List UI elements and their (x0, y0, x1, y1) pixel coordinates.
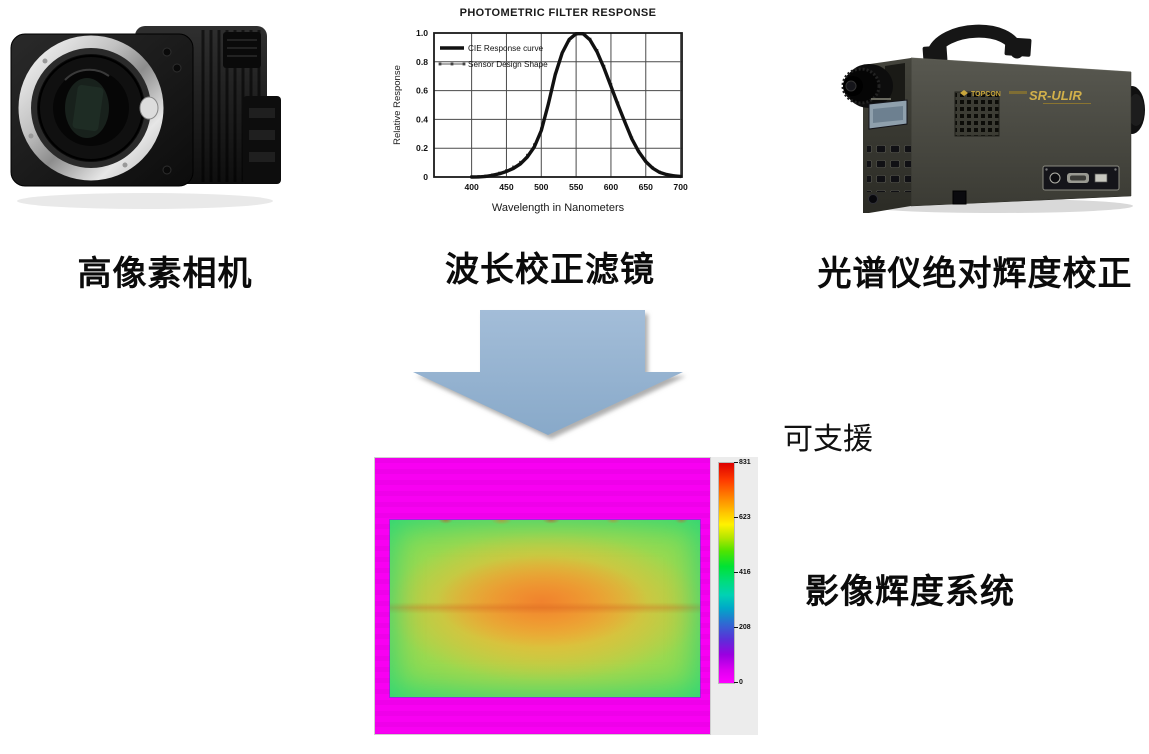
svg-text:700: 700 (673, 182, 688, 192)
down-arrow-icon (413, 310, 683, 435)
chart-ylabel: Relative Response (392, 65, 403, 145)
brand-text: TOPCON (971, 91, 1001, 98)
svg-text:450: 450 (499, 182, 514, 192)
flow-down-arrow (400, 300, 700, 445)
spectroradiometer-photo: TOPCON SR-ULIR (833, 8, 1148, 213)
camera-reflection (17, 193, 273, 209)
svg-text:650: 650 (639, 182, 654, 192)
svg-text:0.6: 0.6 (416, 86, 428, 96)
legend-label-sensor: Sensor Design Shape (468, 60, 548, 69)
colorbar-tick: 623 (734, 514, 751, 521)
svg-text:0.2: 0.2 (416, 143, 428, 153)
camera-photo (5, 4, 295, 212)
topcon-logo-icon (960, 90, 968, 96)
luminance-heatmap: 831 623 416 208 0 (374, 457, 758, 735)
support-label: 可支援 (783, 423, 873, 456)
carry-handle (926, 24, 1024, 61)
filter-caption: 波长校正滤镜 (445, 251, 655, 289)
colorbar-tick: 831 (734, 459, 751, 466)
result-label: 影像辉度系统 (805, 573, 1015, 611)
keypad (867, 138, 911, 192)
camera-illustration (10, 26, 281, 209)
chart-title: PHOTOMETRIC FILTER RESPONSE (460, 7, 657, 19)
colorbar-tick-labels: 831 623 416 208 0 (734, 459, 758, 686)
svg-text:0: 0 (423, 172, 428, 182)
connector-panel (1042, 165, 1120, 191)
photometric-filter-chart: PHOTOMETRIC FILTER RESPONSE Relative Res… (386, 0, 702, 228)
power-switch (952, 190, 967, 205)
svg-text:1.0: 1.0 (416, 28, 428, 38)
legend-label-cie: CIE Response curve (468, 44, 544, 53)
heatmap-surround (374, 457, 711, 735)
colorbar-tick: 416 (734, 569, 751, 576)
svg-text:0.8: 0.8 (416, 57, 428, 67)
camera-top-vent (223, 32, 261, 68)
colorbar-tick: 0 (734, 679, 743, 686)
colorbar-tick: 208 (734, 624, 751, 631)
brand-markings: TOPCON SR-ULIR (960, 88, 1091, 104)
chart-plot-area: 400 450 500 550 600 650 700 0 0.2 0.4 0.6 0.8 1.0 (416, 28, 688, 192)
colorbar-panel: 831 623 416 208 0 (711, 457, 758, 735)
svg-text:400: 400 (464, 182, 479, 192)
camera-release-pin (139, 96, 159, 120)
svg-text:0.4: 0.4 (416, 114, 428, 124)
heatmap-panel-region (389, 519, 701, 698)
svg-text:550: 550 (569, 182, 584, 192)
svg-text:600: 600 (604, 182, 619, 192)
chart-legend: CIE Response curve Sensor Design Shape (438, 44, 548, 69)
down-arrow-shape (413, 310, 683, 435)
spectroradiometer-illustration: TOPCON SR-ULIR (841, 24, 1145, 213)
model-text: SR-ULIR (1029, 88, 1082, 103)
power-connector (868, 194, 878, 204)
svg-text:500: 500 (534, 182, 549, 192)
spectroradiometer-caption: 光谱仪绝对辉度校正 (817, 255, 1133, 293)
filter-response-chart-svg: PHOTOMETRIC FILTER RESPONSE Relative Res… (392, 7, 688, 214)
colorbar-gradient (718, 462, 735, 684)
vent-grille (954, 91, 1000, 137)
chart-xlabel: Wavelength in Nanometers (492, 202, 625, 214)
camera-caption: 高像素相机 (77, 255, 253, 293)
